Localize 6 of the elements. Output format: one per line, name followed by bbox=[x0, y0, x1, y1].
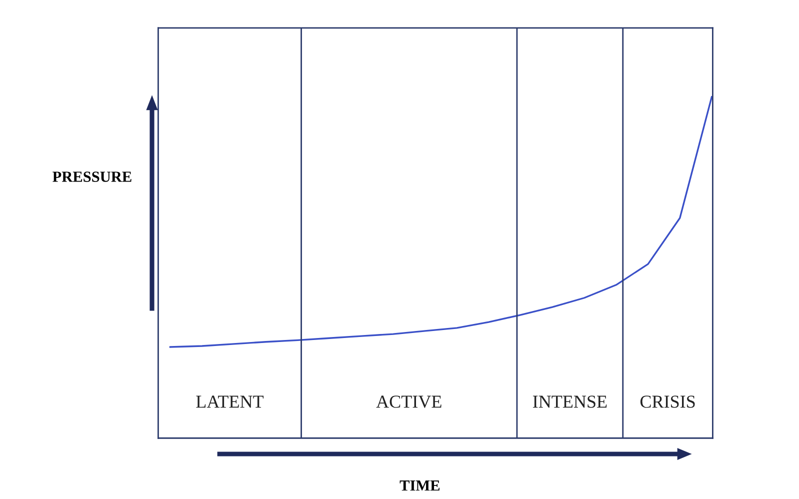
annotation: INTENSE bbox=[532, 396, 607, 408]
annotation: LATENT bbox=[196, 396, 264, 408]
annotation: CRISIS bbox=[640, 396, 695, 408]
x-axis-title: TIME bbox=[400, 480, 440, 491]
y-axis-title: PRESSURE bbox=[52, 172, 132, 182]
annotation: ACTIVE bbox=[376, 396, 442, 408]
